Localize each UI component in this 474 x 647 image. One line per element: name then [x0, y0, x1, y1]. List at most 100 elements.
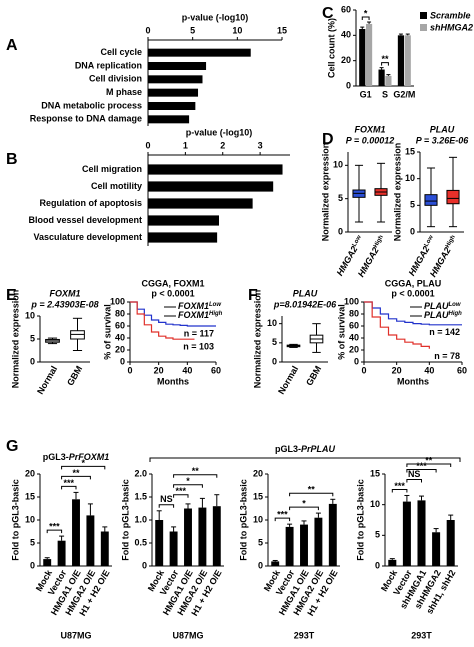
y-tick-label: 5 — [410, 200, 415, 210]
survival-curve — [364, 301, 430, 349]
y-tick-label: 0 — [30, 356, 35, 366]
category-label: Blood vessel development — [28, 215, 142, 225]
bar — [100, 531, 109, 566]
chart-title: FOXM1 — [49, 288, 80, 298]
chart-subtitle: P = 3.26E-06 — [416, 135, 469, 145]
y-tick-label: 5 — [375, 530, 380, 540]
significance-label: ** — [425, 455, 433, 465]
x-tick-label: G1 — [360, 89, 372, 99]
bar — [417, 500, 426, 566]
n-label: n = 78 — [434, 351, 460, 361]
legend-label: Scramble — [430, 10, 471, 20]
chart-title: FOXM1 — [354, 124, 385, 134]
legend-name: FOXM1 — [178, 301, 209, 311]
bar — [300, 524, 308, 566]
significance-label: * — [186, 476, 190, 486]
significance-bracket — [61, 465, 106, 470]
x-tick-label-sup: Low — [423, 234, 434, 248]
significance-bracket — [61, 485, 77, 490]
category-label: Cell division — [89, 74, 142, 84]
bar — [328, 503, 337, 566]
y-tick-label: 0 — [410, 226, 415, 236]
panel-letter: A — [6, 37, 18, 54]
bar — [198, 507, 207, 566]
significance-bracket — [173, 474, 218, 478]
y-tick-label: 10 — [267, 318, 277, 328]
category-label: Cell motility — [91, 181, 142, 191]
x-tick-label: 20 — [154, 365, 164, 375]
bar — [148, 232, 218, 243]
y-tick-label: 20 — [253, 468, 263, 478]
y-tick-label: 0.5 — [134, 537, 147, 547]
significance-label: ** — [72, 468, 80, 478]
category-label: DNA replication — [75, 60, 142, 70]
significance-bracket — [361, 16, 370, 21]
y-tick-label: 0 — [338, 226, 343, 236]
bar — [285, 526, 294, 566]
x-tick-label: 40 — [182, 365, 192, 375]
x-tick-label: 60 — [457, 365, 467, 375]
panel-letter: F — [248, 287, 258, 304]
survival-curve — [364, 301, 462, 326]
y-tick-label: 5 — [30, 333, 35, 343]
y-tick-label: 5 — [272, 337, 277, 347]
y-tick-label: 40 — [115, 332, 125, 342]
construct-title: pGL3-PrFOXM1 — [43, 452, 110, 462]
chart-title: PLAU — [430, 124, 455, 134]
x-tick-label-sup: High — [445, 234, 457, 249]
bar — [148, 88, 199, 97]
construct-prefix: pGL3- — [275, 444, 301, 454]
y-tick-label: 80 — [349, 308, 359, 318]
bar — [432, 532, 441, 566]
x-tick-label: G2/M — [393, 89, 415, 99]
category-label: M phase — [106, 87, 142, 97]
significance-label: NS — [160, 494, 173, 504]
significance-label: *** — [49, 521, 60, 531]
y-tick-label: 20 — [341, 55, 351, 65]
y-tick-label: 1.5 — [134, 491, 147, 501]
y-axis-label: % of survival — [336, 304, 346, 360]
y-tick-label: 0 — [120, 356, 125, 366]
cell-line: U87MG — [172, 630, 203, 640]
y-axis-label: Normalized expression — [392, 143, 402, 242]
y-tick-label: 1.0 — [134, 514, 147, 524]
x-tick-label: 0 — [127, 365, 132, 375]
y-tick-label: 15 — [405, 146, 415, 156]
y-tick-label: 0 — [272, 356, 277, 366]
bar — [148, 198, 253, 209]
significance-label: * — [302, 498, 306, 508]
x-tick-label: HMGA2High — [428, 234, 460, 279]
bar — [148, 102, 196, 110]
bar — [148, 181, 274, 192]
y-tick-label: 10 — [25, 310, 35, 320]
significance-label: *** — [176, 486, 187, 496]
y-tick-label: 10 — [25, 514, 35, 524]
category-label: Regulation of apoptosis — [40, 198, 143, 208]
bar — [148, 75, 203, 84]
y-tick-label: 0 — [346, 80, 351, 90]
y-axis-label: Fold to pGL3-basic — [238, 479, 248, 561]
category-label: Vasculature development — [33, 232, 142, 242]
panel-letter: E — [6, 287, 17, 304]
chart-subtitle: p=8.01942E-06 — [273, 299, 337, 309]
box — [446, 189, 460, 205]
bar — [378, 69, 385, 86]
significance-label: * — [81, 458, 85, 468]
x-axis-label: Months — [157, 376, 189, 386]
x-tick-label: 10 — [232, 25, 242, 35]
significance-label: * — [364, 8, 368, 18]
category-label: DNA metabolic process — [41, 100, 142, 110]
n-label: n = 142 — [429, 327, 460, 337]
y-tick-label: 10 — [253, 514, 263, 524]
bar — [148, 62, 207, 70]
y-tick-label: 0 — [142, 560, 147, 570]
chart-subtitle: p < 0.0001 — [391, 288, 434, 298]
bar — [388, 559, 397, 566]
chart-subtitle: p < 0.0001 — [151, 288, 194, 298]
x-tick-label: 3 — [258, 140, 263, 150]
y-tick-label: 10 — [405, 173, 415, 183]
x-tick-label-base: HMGA2 — [356, 246, 381, 279]
y-axis-label: Normalized expression — [320, 143, 330, 242]
y-tick-label: 20 — [115, 344, 125, 354]
bar — [446, 520, 455, 566]
